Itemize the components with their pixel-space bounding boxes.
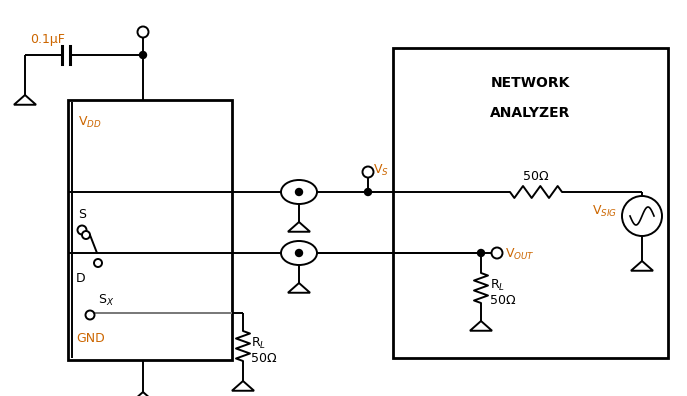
Text: 50Ω: 50Ω (523, 171, 549, 183)
Bar (393, 48, 668, 358)
Text: D: D (76, 272, 86, 284)
Text: R$_L$: R$_L$ (251, 335, 266, 350)
Text: S: S (78, 209, 86, 221)
Circle shape (139, 51, 146, 59)
Text: GND: GND (76, 331, 104, 345)
Circle shape (491, 248, 502, 259)
Text: ANALYZER: ANALYZER (491, 106, 571, 120)
Circle shape (622, 196, 662, 236)
Text: V$_{SIG}$: V$_{SIG}$ (592, 204, 617, 219)
Ellipse shape (281, 180, 317, 204)
Circle shape (363, 166, 374, 177)
Circle shape (295, 188, 302, 196)
Ellipse shape (281, 241, 317, 265)
Circle shape (477, 249, 484, 257)
Text: V$_S$: V$_S$ (373, 162, 389, 177)
Text: 50Ω: 50Ω (251, 352, 277, 366)
Circle shape (82, 231, 90, 239)
Text: NETWORK: NETWORK (491, 76, 570, 90)
Circle shape (78, 225, 87, 234)
Text: R$_L$: R$_L$ (490, 278, 505, 293)
Circle shape (94, 259, 102, 267)
Text: S$_X$: S$_X$ (98, 293, 114, 308)
Text: V$_{DD}$: V$_{DD}$ (78, 114, 102, 129)
Bar (68, 100, 232, 360)
Circle shape (295, 249, 302, 257)
Text: 50Ω: 50Ω (490, 293, 516, 307)
Text: V$_{OUT}$: V$_{OUT}$ (505, 246, 535, 261)
Text: 0.1μF: 0.1μF (30, 32, 65, 46)
Circle shape (137, 27, 148, 38)
Circle shape (365, 188, 372, 196)
Circle shape (85, 310, 95, 320)
